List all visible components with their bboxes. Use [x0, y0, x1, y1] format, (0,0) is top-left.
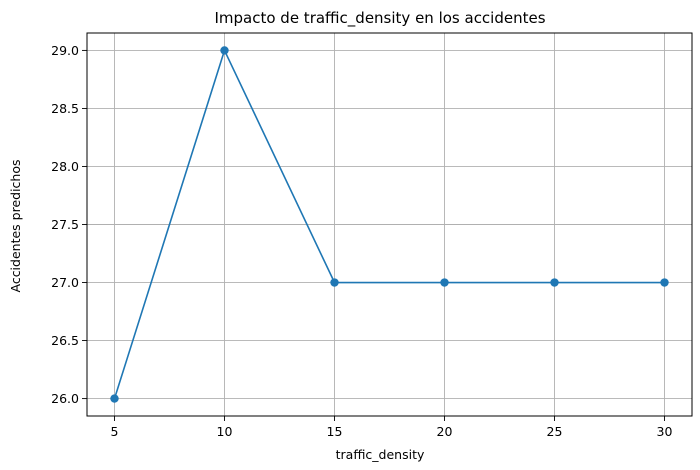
y-tick-label-4: 28.0 [51, 159, 79, 174]
y-axis-label: Accidentes predichos [8, 159, 23, 292]
series-line-0 [113, 49, 665, 399]
data-point-3 [440, 278, 449, 287]
data-point-0 [110, 394, 119, 403]
grid [87, 33, 692, 416]
x-tick-label-2: 15 [327, 424, 343, 439]
y-tick-label-2: 27.0 [51, 275, 79, 290]
y-tick-label-3: 27.5 [51, 217, 79, 232]
x-tick-label-1: 10 [217, 424, 233, 439]
chart-title: Impacto de traffic_density en los accide… [214, 9, 545, 28]
x-axis: 5 10 15 20 25 30 [111, 416, 673, 439]
x-tick-label-4: 25 [547, 424, 563, 439]
x-axis-label: traffic_density [336, 447, 425, 462]
y-tick-label-6: 29.0 [51, 43, 79, 58]
y-axis: 26.0 26.5 27.0 27.5 28.0 28.5 29.0 [51, 43, 87, 406]
x-tick-label-5: 30 [657, 424, 673, 439]
y-tick-label-5: 28.5 [51, 101, 79, 116]
x-tick-label-0: 5 [111, 424, 119, 439]
data-point-4 [550, 278, 559, 287]
y-tick-label-0: 26.0 [51, 391, 79, 406]
data-point-5 [660, 278, 669, 287]
series-layer [110, 46, 669, 403]
data-point-2 [330, 278, 339, 287]
x-tick-label-3: 20 [437, 424, 453, 439]
y-tick-label-1: 26.5 [51, 333, 79, 348]
data-point-1 [220, 46, 229, 55]
